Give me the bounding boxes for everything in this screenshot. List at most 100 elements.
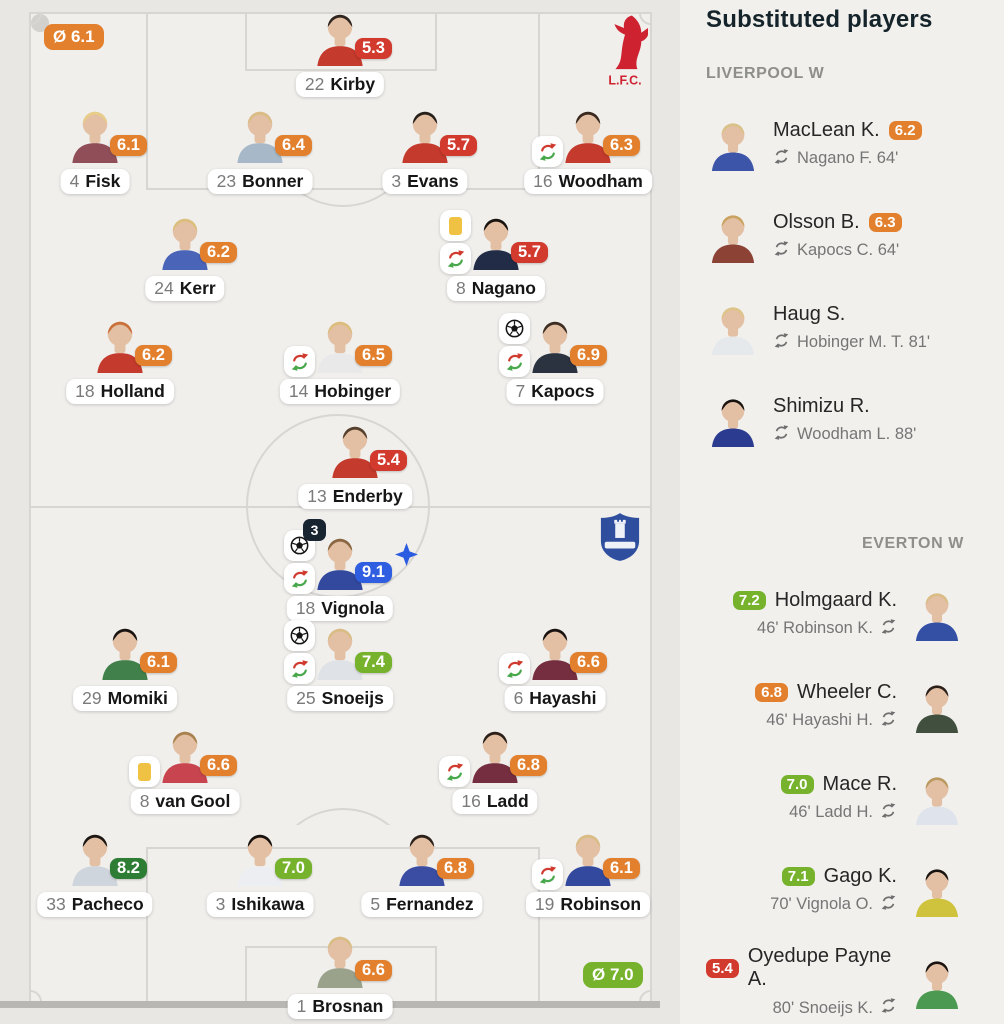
goal-icon bbox=[499, 313, 530, 344]
player-rating-badge: 6.8 bbox=[755, 682, 788, 702]
player-number: 14 bbox=[288, 381, 309, 401]
player-avatar bbox=[466, 725, 524, 783]
player-rating-badge: 6.8 bbox=[437, 858, 474, 879]
player-name: Wheeler C. bbox=[796, 680, 897, 703]
player-photo bbox=[915, 593, 959, 641]
player-rating-badge: 5.7 bbox=[511, 242, 548, 263]
substitution-detail: 46' Ladd H. bbox=[789, 803, 873, 821]
player-name: Momiki bbox=[107, 688, 168, 708]
player-name: Vignola bbox=[321, 598, 385, 618]
player-avatar bbox=[910, 585, 964, 643]
player-avatar bbox=[559, 828, 617, 886]
player-name: Robinson bbox=[560, 894, 642, 914]
player-number: 16 bbox=[461, 791, 481, 811]
player-photo bbox=[399, 834, 445, 886]
player-rating-badge: 6.6 bbox=[200, 755, 237, 776]
player-number: 8 bbox=[456, 278, 466, 298]
substituted-player-row[interactable]: 7.2 Holmgaard K. 46' Robinson K. bbox=[706, 583, 964, 645]
player-rating-badge: 7.0 bbox=[275, 858, 312, 879]
player-avatar bbox=[706, 207, 760, 265]
player-avatar bbox=[706, 391, 760, 449]
swap-icon bbox=[881, 998, 896, 1013]
substituted-player-row[interactable]: 5.4 Oyedupe Payne A. 80' Snoeijs K. bbox=[706, 945, 964, 1017]
player-rating-badge: 6.8 bbox=[510, 755, 547, 776]
player-icon-stack: 3 bbox=[284, 519, 326, 594]
player-avatar bbox=[396, 105, 454, 163]
player-avatar bbox=[393, 828, 451, 886]
player-number: 18 bbox=[75, 381, 95, 401]
player-photo bbox=[915, 961, 959, 1009]
player-number: 22 bbox=[304, 74, 325, 94]
player-name: Woodham bbox=[558, 171, 643, 191]
player-photo bbox=[565, 834, 611, 886]
player-name: Kapocs bbox=[531, 381, 595, 401]
player-avatar bbox=[706, 299, 760, 357]
player-number: 1 bbox=[296, 996, 307, 1016]
substitution-detail: Woodham L. 88' bbox=[797, 425, 917, 443]
player-name-pill: 5 Fernandez bbox=[361, 892, 483, 917]
corner-arc bbox=[639, 990, 650, 1001]
player-avatar bbox=[526, 622, 584, 680]
player-photo bbox=[711, 399, 755, 447]
swap-icon-slot bbox=[773, 240, 790, 262]
player-photo bbox=[237, 111, 283, 163]
substituted-player-row[interactable]: 7.1 Gago K. 70' Vignola O. bbox=[706, 859, 964, 921]
player-name: Haug S. bbox=[773, 302, 846, 325]
player-photo bbox=[473, 218, 519, 270]
player-name: MacLean K. bbox=[773, 118, 880, 141]
player-photo bbox=[472, 731, 518, 783]
player-rating-badge: 6.1 bbox=[110, 135, 147, 156]
player-number: 6 bbox=[513, 688, 524, 708]
player-name-pill: 19 Robinson bbox=[525, 892, 651, 917]
substitution-icon bbox=[284, 563, 315, 594]
player-name-pill: 18 Holland bbox=[66, 379, 174, 404]
player-name-pill: 7 Kapocs bbox=[506, 379, 604, 404]
liverpool-subs-list: MacLean K. 6.2 Nagano F. 64' Olsson B. 6… bbox=[706, 113, 964, 451]
substituted-player-row[interactable]: 7.0 Mace R. 46' Ladd H. bbox=[706, 767, 964, 829]
player-avatar bbox=[311, 930, 369, 988]
substituted-player-row[interactable]: Haug S. Hobinger M. T. 81' bbox=[706, 297, 964, 359]
player-name-pill: 14 Hobinger bbox=[279, 379, 401, 404]
swap-icon-slot bbox=[773, 148, 790, 170]
substituted-player-row[interactable]: 6.8 Wheeler C. 46' Hayashi H. bbox=[706, 675, 964, 737]
player-avatar bbox=[96, 622, 154, 680]
player-name: Bonner bbox=[242, 171, 304, 191]
goal-area-top bbox=[245, 14, 437, 71]
player-name: Shimizu R. bbox=[773, 394, 870, 417]
player-name: Olsson B. bbox=[773, 210, 860, 233]
player-rating-badge: 5.7 bbox=[440, 135, 477, 156]
player-avatar bbox=[66, 828, 124, 886]
player-photo bbox=[317, 538, 363, 590]
substituted-player-row[interactable]: Shimizu R. Woodham L. 88' bbox=[706, 389, 964, 451]
player-avatar bbox=[156, 212, 214, 270]
player-photo bbox=[711, 307, 755, 355]
away-team-average-rating: Ø 7.0 bbox=[583, 962, 643, 988]
substituted-player-row[interactable]: Olsson B. 6.3 Kapocs C. 64' bbox=[706, 205, 964, 267]
player-rating-badge: 6.6 bbox=[570, 652, 607, 673]
yellow-card-icon bbox=[440, 210, 471, 241]
everton-crest bbox=[600, 513, 640, 561]
player-number: 13 bbox=[307, 486, 327, 506]
player-avatar bbox=[706, 115, 760, 173]
player-of-match-star-icon bbox=[395, 543, 418, 566]
substitution-icon bbox=[284, 346, 315, 377]
player-name: Gago K. bbox=[823, 864, 897, 887]
substitution-icon bbox=[532, 859, 563, 890]
player-photo bbox=[317, 321, 363, 373]
player-rating-badge: 6.9 bbox=[570, 345, 607, 366]
swap-icon-slot bbox=[880, 997, 897, 1019]
player-rating-badge: 6.2 bbox=[135, 345, 172, 366]
swap-icon bbox=[774, 240, 789, 256]
swap-icon-slot bbox=[880, 894, 897, 916]
substituted-player-row[interactable]: MacLean K. 6.2 Nagano F. 64' bbox=[706, 113, 964, 175]
player-icon-stack bbox=[284, 346, 315, 377]
player-name: Mace R. bbox=[822, 772, 897, 795]
goal-count-badge: 3 bbox=[303, 519, 326, 541]
substitution-detail: Nagano F. 64' bbox=[797, 149, 899, 167]
player-avatar bbox=[311, 532, 369, 590]
substitution-icon bbox=[499, 346, 530, 377]
player-rating-badge: 6.3 bbox=[868, 212, 902, 232]
player-rating-badge: 6.3 bbox=[603, 135, 640, 156]
substitution-detail: 46' Robinson K. bbox=[757, 619, 873, 637]
player-rating-badge: 6.5 bbox=[355, 345, 392, 366]
